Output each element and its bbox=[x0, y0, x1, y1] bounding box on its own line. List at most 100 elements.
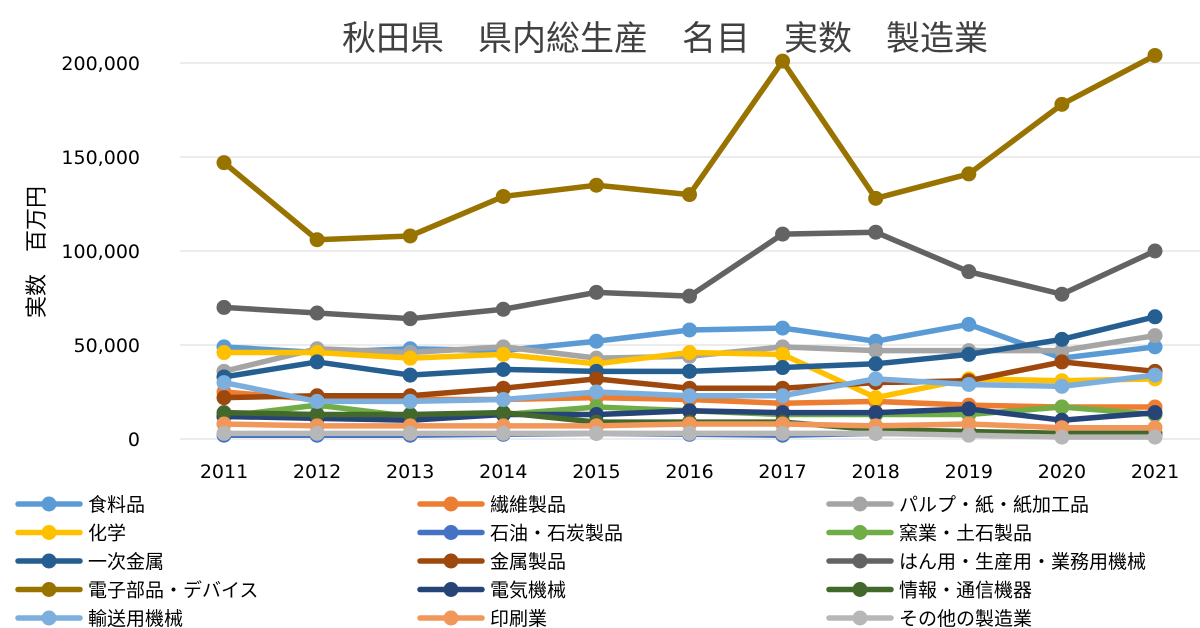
data-point bbox=[588, 425, 604, 441]
data-point bbox=[495, 346, 511, 362]
data-point bbox=[495, 188, 511, 204]
legend-swatch-marker bbox=[443, 582, 459, 597]
data-point bbox=[1147, 309, 1163, 325]
x-tick-label: 2018 bbox=[852, 461, 900, 483]
x-tick-label: 2021 bbox=[1131, 461, 1179, 483]
y-tick-label: 150,000 bbox=[61, 147, 140, 169]
legend-label: 情報・通信機器 bbox=[899, 580, 1032, 602]
data-point bbox=[1054, 399, 1070, 415]
y-axis-ticks: 0 50,000 100,000 150,000 200,000 bbox=[61, 53, 140, 451]
x-axis-ticks: 2011 2012 2013 2014 2015 2016 2017 2018 2019 2020… bbox=[200, 461, 1179, 483]
data-point bbox=[402, 367, 418, 383]
data-point bbox=[868, 356, 884, 372]
data-point bbox=[309, 393, 325, 409]
data-point bbox=[588, 384, 604, 400]
data-point bbox=[775, 346, 791, 362]
data-point bbox=[775, 425, 791, 441]
data-point bbox=[682, 187, 697, 203]
data-point bbox=[402, 425, 418, 441]
legend-swatch-marker bbox=[41, 525, 57, 540]
legend-entry: 電気機械 bbox=[417, 580, 566, 602]
legend-swatch-marker bbox=[41, 553, 57, 569]
y-tick-label: 0 bbox=[128, 429, 140, 451]
data-point bbox=[868, 343, 884, 359]
legend-label: 食料品 bbox=[88, 494, 145, 516]
data-point bbox=[1054, 378, 1070, 394]
legend-swatch-marker bbox=[852, 553, 868, 569]
data-point bbox=[1147, 405, 1163, 421]
x-tick-label: 2014 bbox=[479, 461, 527, 483]
data-point bbox=[402, 228, 418, 244]
data-point bbox=[868, 390, 884, 406]
data-point bbox=[309, 425, 325, 441]
data-point bbox=[402, 311, 418, 327]
legend-label: 電気機械 bbox=[490, 580, 566, 602]
data-point bbox=[961, 316, 977, 332]
data-point bbox=[682, 388, 697, 404]
legend-entry: その他の製造業 bbox=[826, 608, 1032, 628]
data-point bbox=[216, 405, 232, 421]
y-axis-label: 実数 百万円 bbox=[25, 186, 50, 318]
legend-entry: 窯業・土石製品 bbox=[826, 523, 1032, 545]
data-point bbox=[495, 380, 511, 396]
data-point bbox=[1054, 354, 1070, 370]
data-point bbox=[1054, 96, 1070, 112]
legend-entry: 輸送用機械 bbox=[15, 608, 183, 628]
series-line bbox=[221, 229, 1158, 322]
x-tick-label: 2011 bbox=[200, 461, 248, 483]
x-tick-label: 2012 bbox=[293, 461, 341, 483]
data-point bbox=[961, 376, 977, 392]
series-12 bbox=[216, 367, 1163, 409]
legend-entry: 石油・石炭製品 bbox=[417, 523, 623, 545]
legend-entry: 情報・通信機器 bbox=[826, 580, 1032, 602]
data-point bbox=[495, 425, 511, 441]
y-tick-label: 200,000 bbox=[61, 53, 140, 75]
data-point bbox=[216, 155, 232, 171]
legend-label: はん用・生産用・業務用機械 bbox=[899, 551, 1146, 573]
data-point bbox=[868, 371, 884, 387]
data-point bbox=[402, 393, 418, 409]
legend-label: その他の製造業 bbox=[899, 608, 1032, 628]
legend-swatch-marker bbox=[41, 582, 57, 597]
legend-label: 金属製品 bbox=[490, 551, 566, 573]
legend-entry: 繊維製品 bbox=[417, 494, 566, 516]
legend-entry: 印刷業 bbox=[417, 608, 547, 628]
legend-swatch-marker bbox=[443, 553, 459, 569]
data-point bbox=[495, 392, 511, 408]
data-point bbox=[588, 333, 604, 349]
series-8 bbox=[216, 224, 1163, 327]
legend-label: 印刷業 bbox=[490, 608, 547, 628]
data-point bbox=[216, 425, 232, 441]
x-tick-label: 2020 bbox=[1038, 461, 1086, 483]
legend-label: 化学 bbox=[88, 523, 126, 545]
data-point bbox=[961, 346, 977, 362]
data-point bbox=[216, 375, 232, 391]
x-tick-label: 2013 bbox=[386, 461, 434, 483]
data-point bbox=[682, 322, 697, 338]
data-point bbox=[1147, 328, 1163, 344]
x-tick-label: 2017 bbox=[758, 461, 806, 483]
legend-label: 輸送用機械 bbox=[88, 608, 183, 628]
data-point bbox=[495, 361, 511, 377]
legend-entry: 電子部品・デバイス bbox=[15, 580, 258, 602]
legend-entry: はん用・生産用・業務用機械 bbox=[826, 551, 1146, 573]
data-point bbox=[402, 350, 418, 366]
y-tick-label: 100,000 bbox=[61, 241, 140, 263]
data-point bbox=[588, 371, 604, 387]
data-point bbox=[1147, 47, 1163, 63]
y-tick-label: 50,000 bbox=[74, 335, 140, 357]
legend-entry: 金属製品 bbox=[417, 551, 566, 573]
legend-swatch-marker bbox=[443, 496, 459, 512]
data-point bbox=[216, 299, 232, 315]
data-point bbox=[868, 425, 884, 441]
legend-label: パルプ・紙・紙加工品 bbox=[899, 494, 1089, 516]
legend-swatch-marker bbox=[852, 496, 868, 512]
data-point bbox=[682, 363, 697, 379]
data-point bbox=[495, 405, 511, 421]
data-point bbox=[1054, 286, 1070, 302]
data-point bbox=[775, 320, 791, 336]
data-point bbox=[588, 284, 604, 300]
legend-label: 石油・石炭製品 bbox=[490, 523, 623, 545]
data-point bbox=[1054, 429, 1070, 445]
